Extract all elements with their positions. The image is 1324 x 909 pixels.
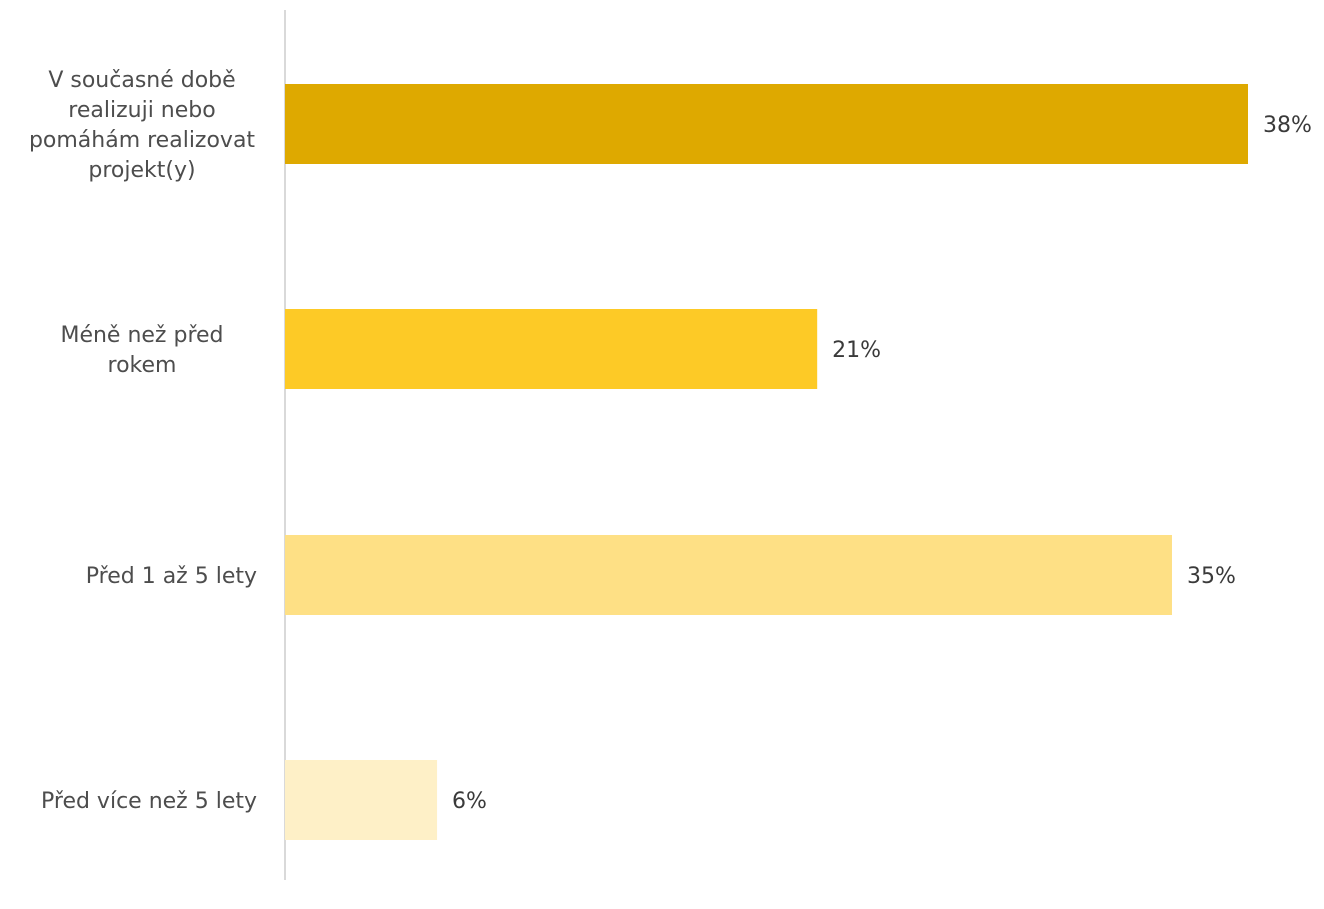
data-label-2: 21% bbox=[832, 338, 881, 363]
category-labels-group: V současné době realizuji nebo pomáhám rea… bbox=[29, 68, 257, 814]
data-labels-group: 38% 21% 35% 6% bbox=[452, 113, 1312, 814]
bar-2 bbox=[285, 309, 818, 389]
category-label-1: V současné době realizuji nebo pomáhám rea… bbox=[29, 68, 255, 183]
data-label-3: 35% bbox=[1187, 564, 1236, 589]
category-label-4: Před více než 5 lety bbox=[41, 789, 257, 814]
category-label-line: Méně než před bbox=[60, 323, 223, 348]
category-label-line: projekt(y) bbox=[88, 158, 195, 183]
category-label-line: V současné době bbox=[48, 68, 235, 93]
category-label-line: Před 1 až 5 lety bbox=[86, 564, 257, 589]
category-label-3: Před 1 až 5 lety bbox=[86, 564, 257, 589]
bar-3 bbox=[285, 535, 1172, 615]
data-label-4: 6% bbox=[452, 789, 487, 814]
category-label-line: pomáhám realizovat bbox=[29, 128, 255, 153]
category-label-2: Méně než před rokem bbox=[60, 323, 223, 378]
data-label-1: 38% bbox=[1263, 113, 1312, 138]
bar-1 bbox=[285, 84, 1248, 164]
category-label-line: rokem bbox=[108, 353, 177, 378]
category-label-line: realizuji nebo bbox=[68, 98, 215, 123]
bars-group bbox=[285, 84, 1248, 840]
bar-4 bbox=[285, 760, 438, 840]
category-label-line: Před více než 5 lety bbox=[41, 789, 257, 814]
